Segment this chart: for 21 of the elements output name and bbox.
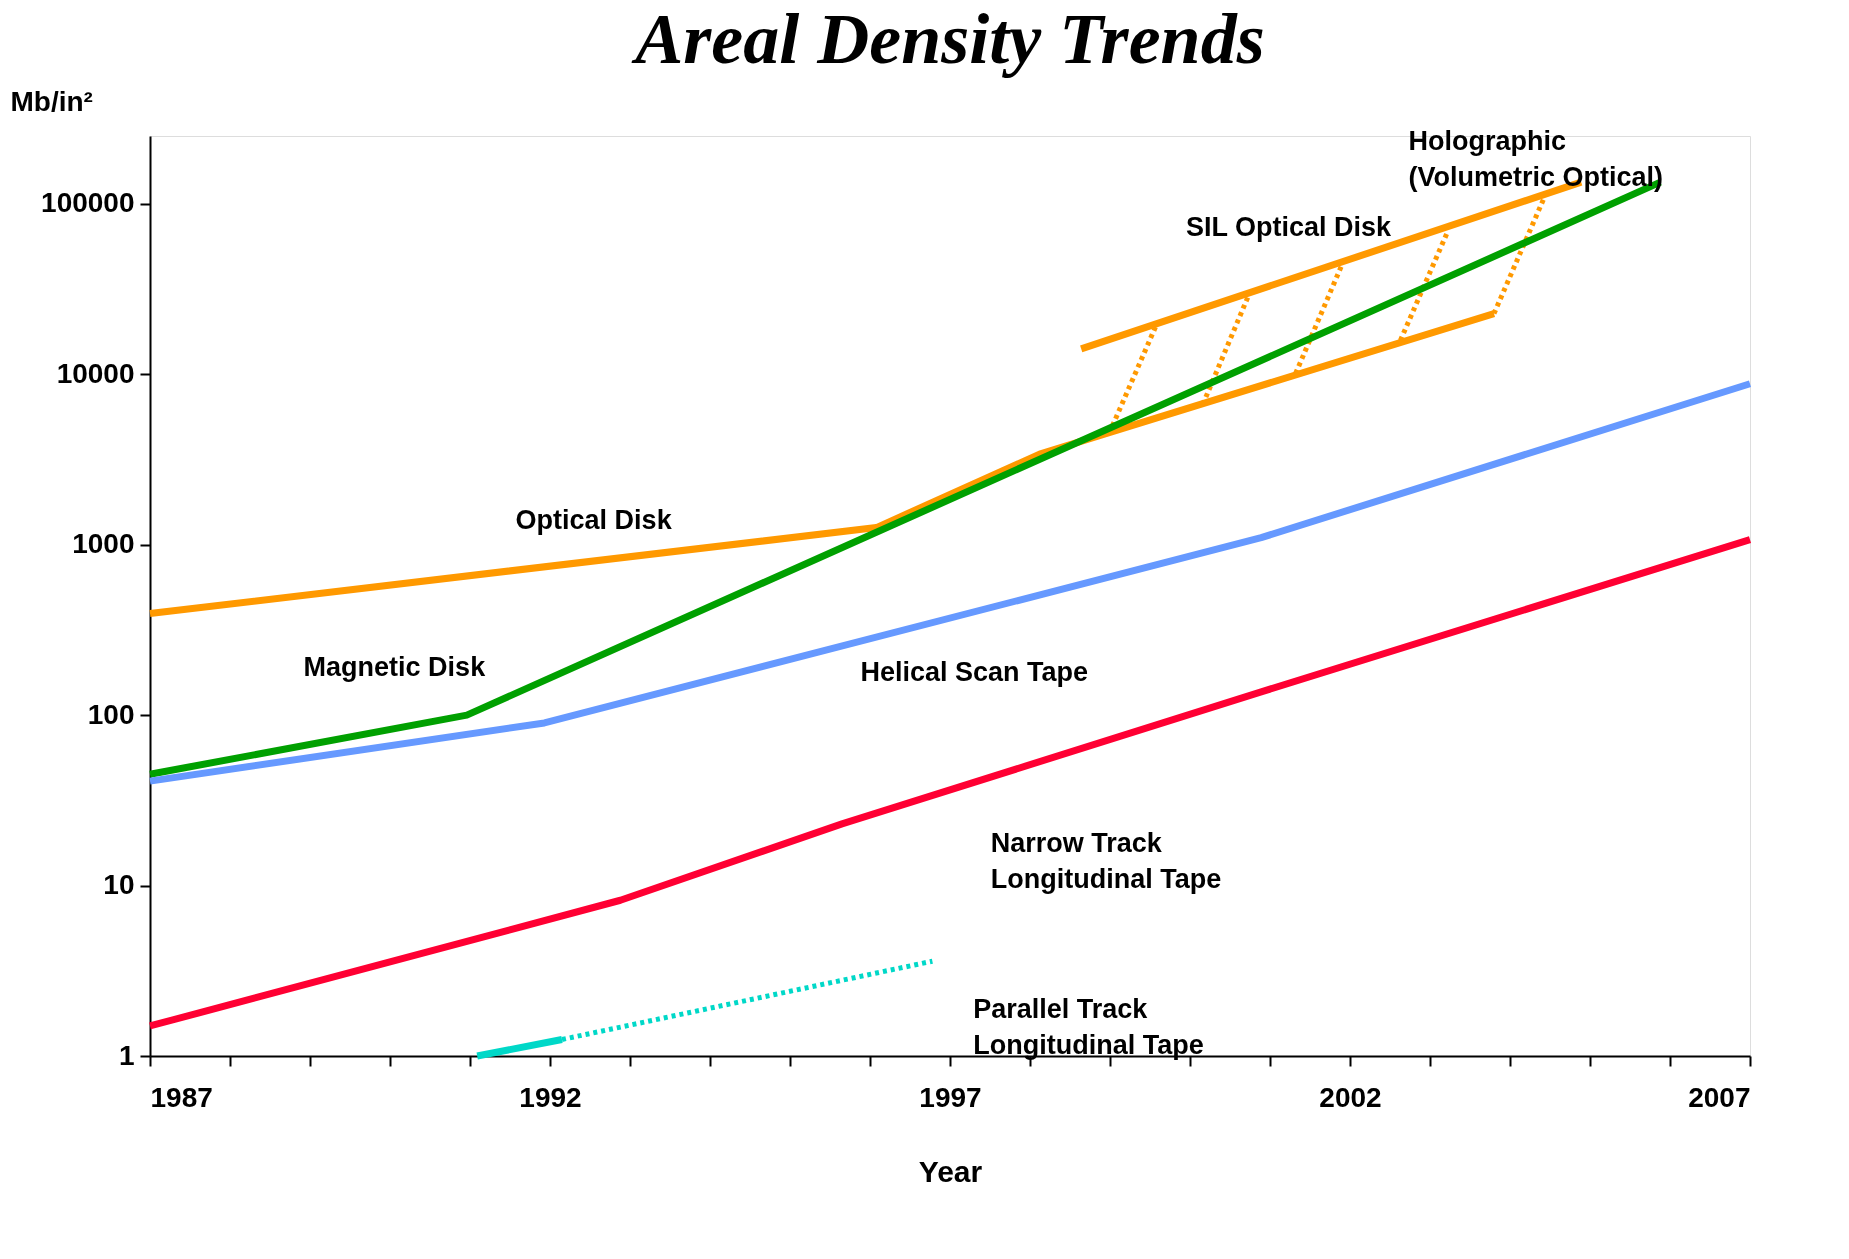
y-tick-label: 10 [103,869,135,901]
y-tick-label: 10000 [56,357,135,389]
y-tick-label: 100 [87,698,135,730]
annotation: Helical Scan Tape [860,657,1089,688]
x-tick-label: 2007 [1688,1081,1751,1113]
annotation: Optical Disk [515,505,673,536]
x-tick-label: 1987 [150,1081,213,1113]
annotation: SIL Optical Disk [1186,212,1393,242]
x-tick-label: 2002 [1319,1081,1382,1113]
annotation: Narrow Track Longitudinal Tape [990,828,1222,895]
annotation: Parallel Track Longitudinal Tape [973,994,1204,1060]
chart-title: Areal Density Trends [631,0,1265,79]
x-tick-label: 1997 [919,1081,982,1113]
annotation: Magnetic Disk [303,651,487,682]
y-tick-label: 1 [118,1039,135,1071]
y-tick-label: 100000 [41,187,135,219]
y-axis-title: Mb/in² [10,85,93,117]
annotation: Holographic (Volumetric Optical) [1408,125,1663,192]
y-tick-label: 1000 [72,528,135,560]
x-axis-title: Year [918,1154,983,1188]
x-tick-label: 1992 [519,1081,582,1113]
